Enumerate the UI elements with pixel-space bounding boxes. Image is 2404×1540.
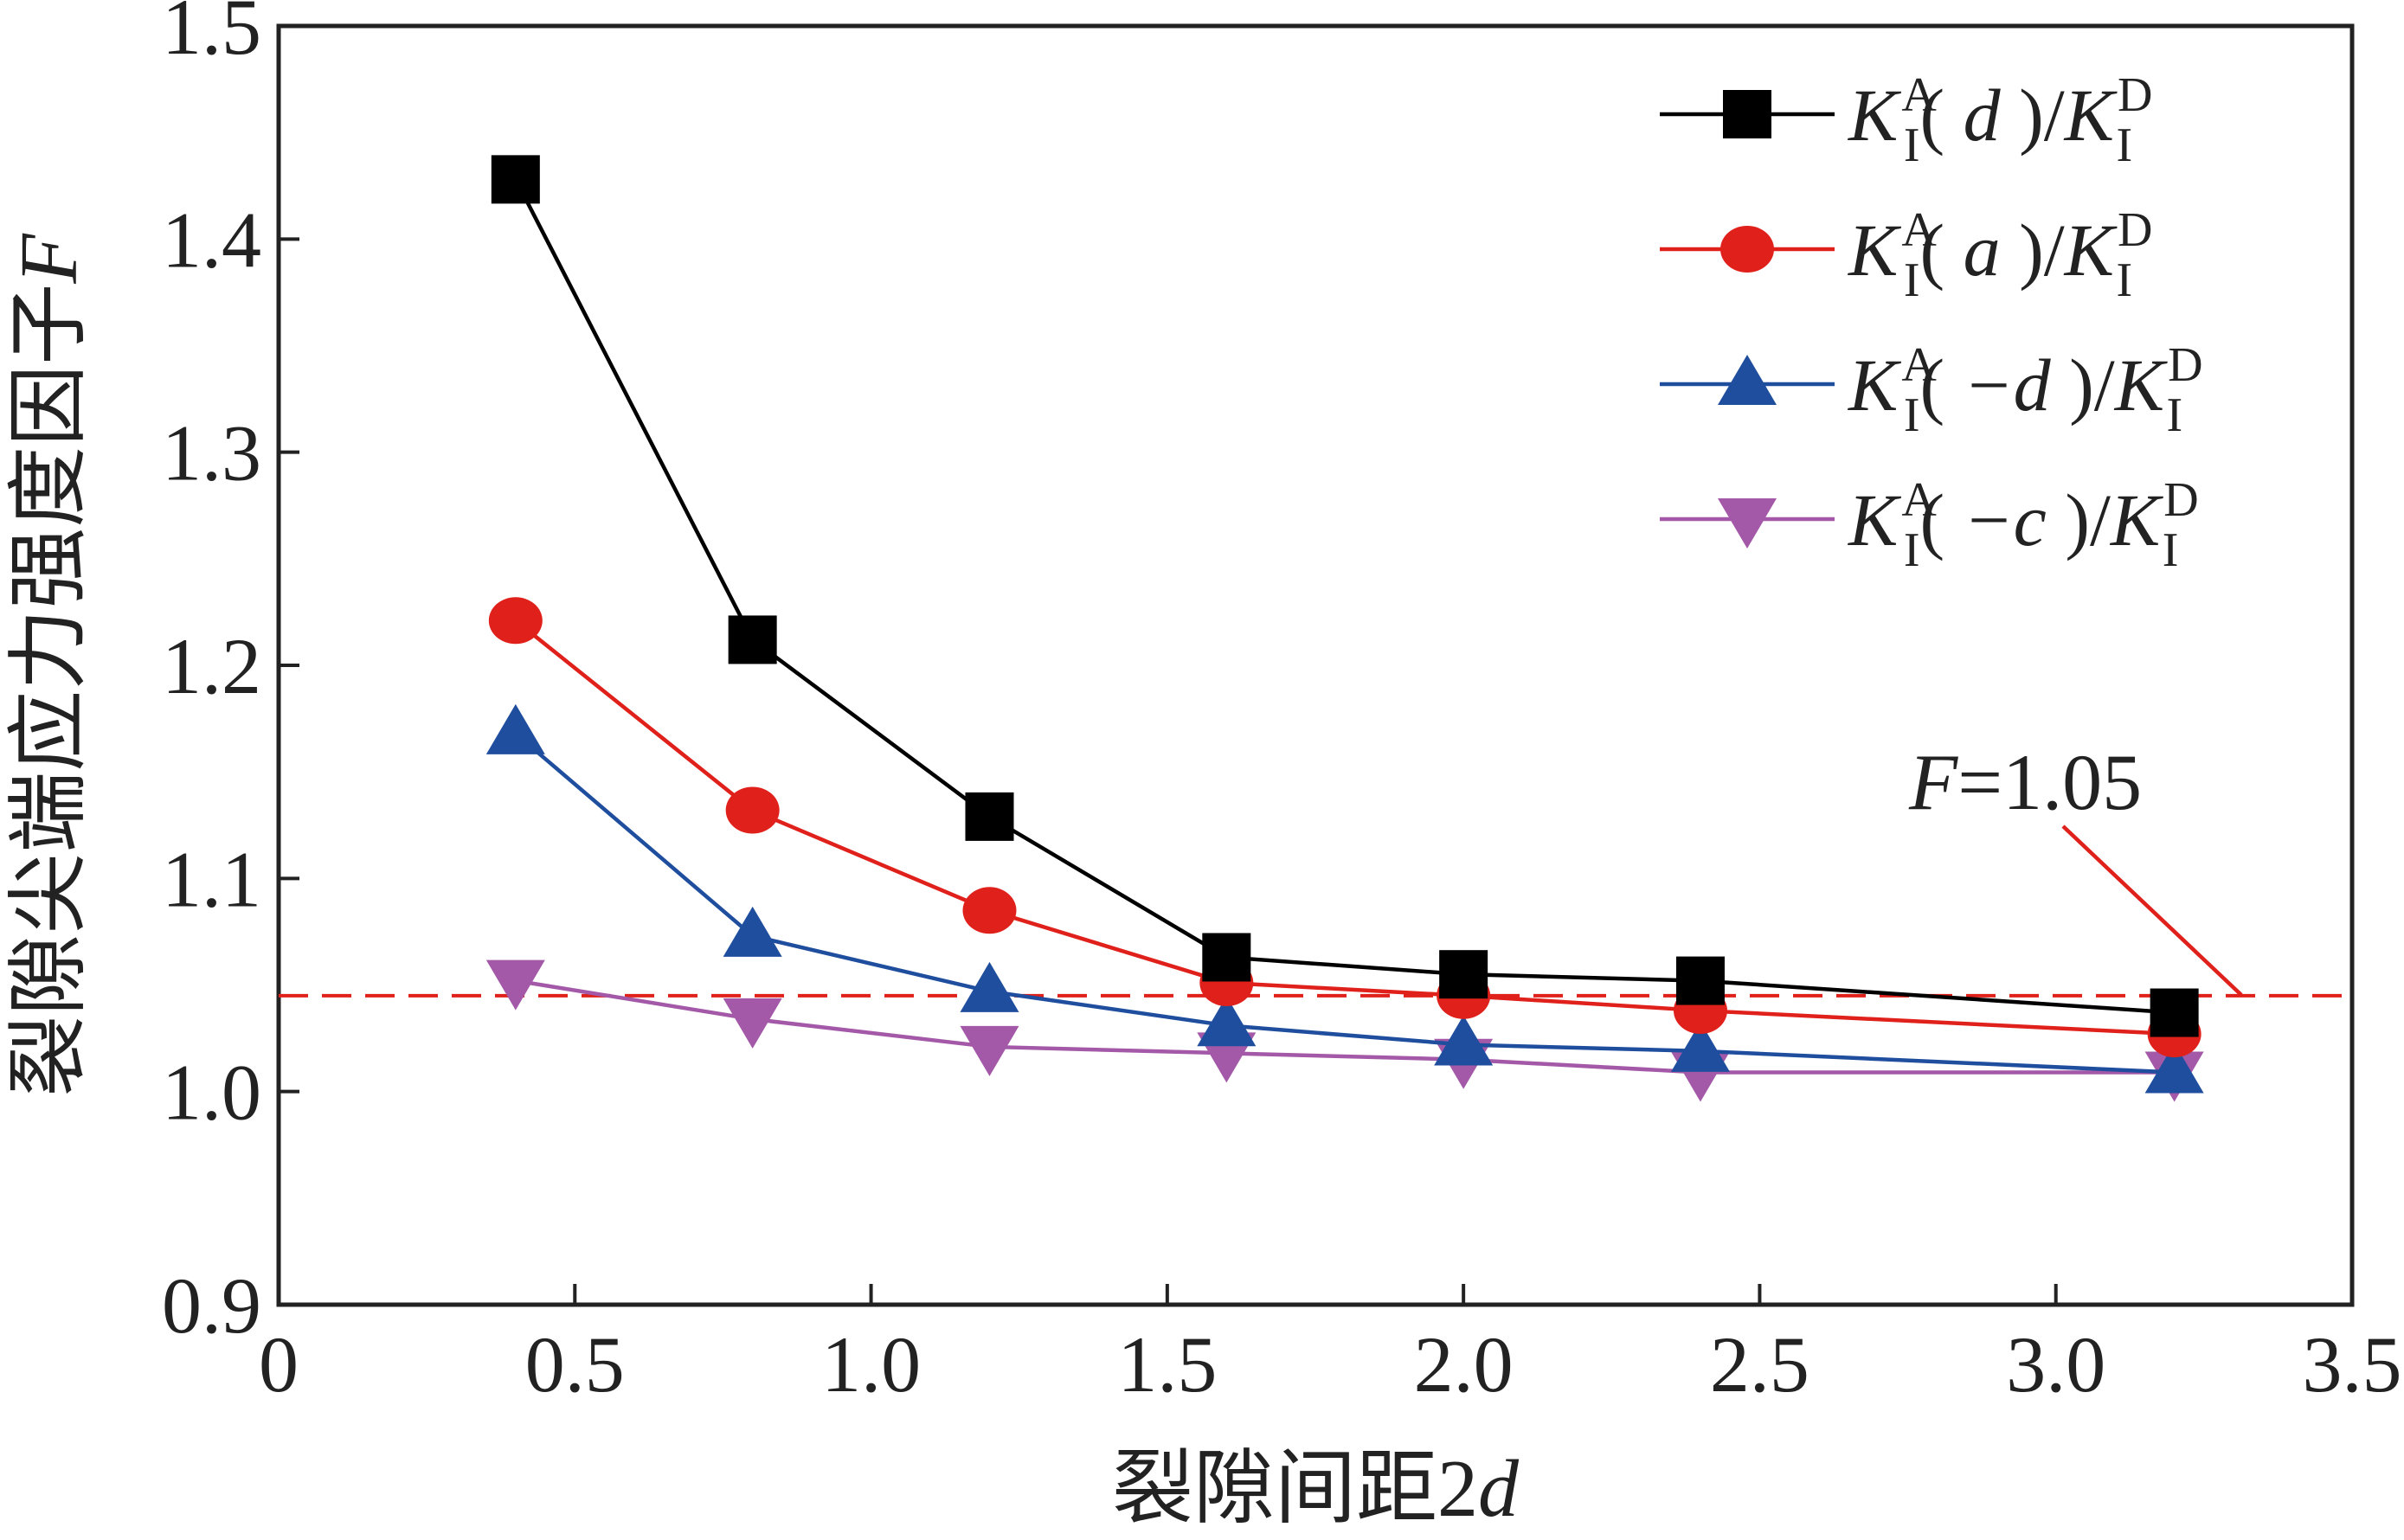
data-point — [488, 597, 543, 645]
data-point — [491, 155, 540, 204]
data-point — [723, 998, 782, 1049]
legend-marker — [1718, 355, 1777, 405]
x-tick-label: 1.5 — [1117, 1320, 1217, 1408]
data-point — [2144, 1043, 2204, 1094]
annotation-group: F=1.05 — [1908, 738, 2243, 997]
series-3 — [485, 703, 2204, 1094]
legend-marker — [1720, 226, 1774, 273]
x-tick-label: 2.5 — [1710, 1320, 1809, 1408]
data-point — [723, 906, 782, 957]
series-4 — [485, 959, 2204, 1102]
y-tick-label: 1.4 — [162, 196, 261, 284]
y-tick-label: 1.5 — [162, 0, 261, 71]
data-point — [1439, 950, 1488, 999]
series-1 — [491, 155, 2199, 1037]
data-point — [2150, 988, 2199, 1037]
data-point — [1434, 1015, 1494, 1066]
series-2 — [488, 597, 2202, 1058]
legend-item-4: KA I( −c )/KD I — [1660, 473, 2199, 577]
data-point — [1670, 1021, 1730, 1072]
data-point — [485, 703, 545, 754]
y-tick-label: 1.3 — [162, 409, 261, 497]
y-tick-label: 1.1 — [162, 835, 261, 923]
data-point — [485, 959, 545, 1011]
x-tick-label: 1.0 — [821, 1320, 921, 1408]
annotation-label: F=1.05 — [1908, 738, 2142, 826]
legend-label: KA I( −d )/KD I — [1847, 338, 2203, 442]
data-point — [960, 961, 1019, 1012]
x-tick-label: 3.5 — [2303, 1320, 2402, 1408]
annotation-pointer — [2061, 825, 2243, 997]
legend-label: KA I( −c )/KD I — [1847, 473, 2199, 577]
legend-label: KA I( a )/KD I — [1847, 203, 2153, 307]
data-point — [1197, 996, 1257, 1047]
legend-item-1: KA I( d )/KD I — [1660, 68, 2153, 172]
data-point — [962, 887, 1017, 934]
data-point — [965, 792, 1014, 841]
legend-item-2: KA I( a )/KD I — [1660, 203, 2153, 307]
legend: KA I( d )/KD I KA I( a )/KD I KA I( −d )/KD I KA I… — [1660, 68, 2203, 577]
legend-marker — [1723, 90, 1771, 138]
legend-label: KA I( d )/KD I — [1847, 68, 2153, 172]
data-point — [1202, 933, 1251, 982]
series-group — [485, 155, 2204, 1102]
data-point — [728, 615, 777, 664]
y-tick-label: 0.9 — [162, 1261, 261, 1350]
y-axis-title: 裂隙尖端应力强度因子F — [4, 233, 94, 1097]
data-point — [725, 786, 780, 834]
legend-item-3: KA I( −d )/KD I — [1660, 338, 2203, 442]
y-tick-label: 1.0 — [162, 1049, 261, 1137]
y-tick-label: 1.2 — [162, 622, 261, 710]
x-tick-label: 3.0 — [2006, 1320, 2105, 1408]
x-tick-label: 2.0 — [1414, 1320, 1514, 1408]
x-tick-label: 0 — [259, 1320, 299, 1408]
data-point — [960, 1025, 1019, 1076]
x-tick-label: 0.5 — [525, 1320, 625, 1408]
series-line — [513, 178, 2175, 1015]
x-axis-title: 裂隙间距2d — [1112, 1444, 1520, 1534]
axes: 0 0.5 1.0 1.5 2.0 2.5 3.0 3.5 0.9 1.0 1.1 1.2 1.3 1.4… — [4, 0, 2402, 1534]
data-point — [1675, 956, 1725, 1005]
legend-marker — [1718, 498, 1777, 549]
